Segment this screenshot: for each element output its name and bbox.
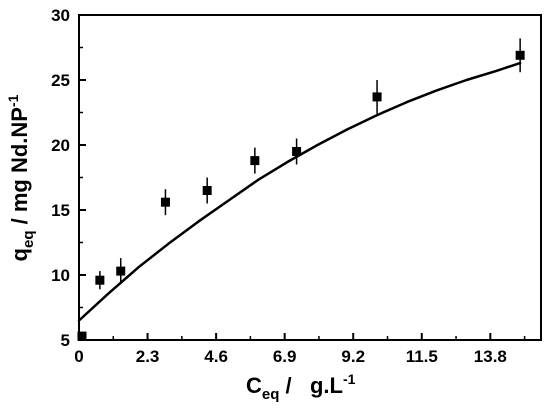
fit-curve [77,61,522,322]
y-tick-label: 10 [51,266,70,285]
x-tick-label: 9.2 [341,347,365,366]
y-tick-label: 20 [51,136,70,155]
data-point [372,92,382,102]
data-point [160,197,170,207]
x-tick-label: 0 [74,347,83,366]
data-point [250,156,260,166]
y-tick-label: 30 [51,6,70,25]
plot-area [78,14,542,341]
data-point [116,266,126,276]
x-tick-label: 11.5 [406,347,438,366]
y-tick-label: 5 [61,331,70,350]
data-point [292,147,302,156]
x-tick-label: 13.8 [474,347,507,366]
data-point [202,186,212,195]
data-point [77,331,87,341]
x-axis-title: Ceq / g.L-1 [246,371,356,403]
x-tick-label: 6.9 [273,347,297,366]
data-point [95,275,105,285]
data-point [515,50,525,60]
x-tick-label: 4.6 [204,347,228,366]
y-axis-title: qeq / mg Nd.NP-1 [5,94,37,261]
x-axis-ticks: 0 2.3 4.6 6.9 9.2 11.5 13.8 [74,333,526,366]
data-points-layer [77,38,525,341]
y-tick-label: 25 [51,71,70,90]
x-tick-label: 2.3 [136,347,160,366]
y-tick-label: 15 [51,201,70,220]
fit-curve-layer [77,61,522,322]
